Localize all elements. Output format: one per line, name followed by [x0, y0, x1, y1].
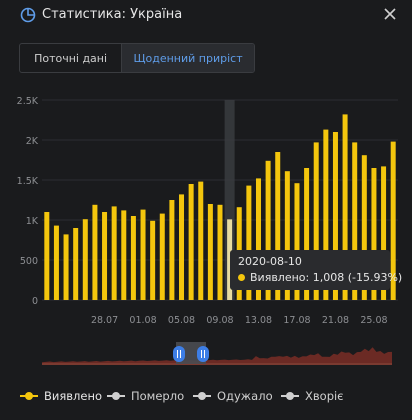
legend-label: Одужало — [217, 389, 273, 403]
tooltip-series-name: Виявлено — [250, 271, 306, 284]
x-tick-label: 28.07 — [91, 315, 118, 326]
y-tick-label: 2K — [26, 136, 39, 147]
legend-item-sick[interactable]: Хворіє — [281, 386, 344, 406]
bar[interactable] — [179, 194, 185, 300]
legend-label: Виявлено — [44, 389, 103, 403]
range-handle-left[interactable] — [173, 346, 185, 362]
tooltip-value-row: Виявлено: 1,008 (-15.93%) — [250, 271, 403, 284]
bar[interactable] — [130, 216, 136, 300]
chart-legend: Виявлено Померло Одужало Хворіє — [0, 386, 412, 406]
bar[interactable] — [73, 228, 79, 300]
bar[interactable] — [150, 220, 156, 300]
bar[interactable] — [284, 171, 290, 300]
range-handle-right[interactable] — [197, 346, 209, 362]
bar[interactable] — [207, 204, 213, 300]
bar[interactable] — [159, 213, 165, 300]
legend-item-recovered[interactable]: Одужало — [193, 386, 273, 406]
legend-label: Померло — [131, 389, 185, 403]
tooltip-series-dot — [238, 274, 245, 281]
navigator-area — [42, 347, 392, 364]
bar[interactable] — [313, 142, 319, 300]
x-tick-label: 21.08 — [322, 315, 349, 326]
chart-tooltip: 2020-08-10 Виявлено: 1,008 (-15.93%) — [230, 250, 402, 290]
bar[interactable] — [111, 206, 117, 300]
close-icon[interactable] — [382, 6, 398, 22]
legend-line-icon — [281, 392, 299, 400]
tab-daily-growth[interactable]: Щоденний приріст — [122, 44, 254, 72]
legend-item-died[interactable]: Померло — [107, 386, 184, 406]
bar[interactable] — [275, 152, 281, 300]
bar[interactable] — [381, 166, 387, 300]
bar[interactable] — [246, 185, 252, 300]
bar[interactable] — [371, 168, 377, 300]
pie-chart-icon — [20, 7, 36, 23]
y-tick-label: 500 — [20, 256, 38, 267]
bar[interactable] — [121, 210, 127, 300]
bar[interactable] — [390, 141, 396, 300]
bar[interactable] — [332, 132, 338, 300]
bar[interactable] — [44, 212, 50, 300]
tab-current-data[interactable]: Поточні дані — [20, 44, 123, 72]
legend-item-detected[interactable]: Виявлено — [20, 386, 102, 406]
bar[interactable] — [198, 181, 204, 300]
x-tick-label: 05.08 — [168, 315, 195, 326]
bar[interactable] — [323, 129, 329, 300]
x-tick-label: 09.08 — [206, 315, 233, 326]
bar[interactable] — [304, 168, 310, 300]
bar[interactable] — [294, 183, 300, 300]
bar[interactable] — [82, 219, 88, 300]
hover-band — [224, 100, 235, 300]
bar[interactable] — [217, 204, 223, 300]
legend-label: Хворіє — [305, 389, 344, 403]
bar[interactable] — [63, 234, 69, 300]
bar[interactable] — [361, 155, 367, 300]
bar[interactable] — [140, 209, 146, 300]
bar[interactable] — [53, 225, 59, 300]
bar[interactable] — [255, 178, 261, 300]
bar[interactable] — [265, 160, 271, 300]
daily-growth-chart: 0 500 1K 1.5K 2K 2.5K 28.07 01.08 05.08 09.08 13.… — [17, 96, 398, 365]
x-tick-label: 17.08 — [283, 315, 310, 326]
y-tick-label: 2.5K — [17, 96, 39, 107]
window-header: Статистика: Україна — [0, 0, 412, 32]
x-tick-label: 13.08 — [245, 315, 272, 326]
tab-bar: Поточні дані Щоденний приріст — [19, 43, 255, 73]
tooltip-value: 1,008 (-15.93%) — [312, 271, 403, 284]
legend-line-icon — [107, 392, 125, 400]
window-title: Статистика: Україна — [42, 7, 183, 22]
x-tick-label: 25.08 — [360, 315, 387, 326]
y-tick-label: 1K — [26, 216, 39, 227]
bar[interactable] — [342, 114, 348, 301]
bar[interactable] — [227, 219, 233, 300]
bar[interactable] — [352, 142, 358, 300]
bar[interactable] — [169, 200, 175, 300]
bar[interactable] — [188, 184, 194, 300]
legend-line-icon — [193, 392, 211, 400]
bar[interactable] — [92, 204, 98, 300]
y-tick-label: 1.5K — [17, 176, 39, 187]
y-tick-label: 0 — [32, 296, 38, 307]
legend-line-icon — [20, 392, 38, 400]
x-tick-label: 01.08 — [129, 315, 156, 326]
bar[interactable] — [102, 212, 108, 300]
tooltip-date: 2020-08-10 — [238, 255, 302, 268]
